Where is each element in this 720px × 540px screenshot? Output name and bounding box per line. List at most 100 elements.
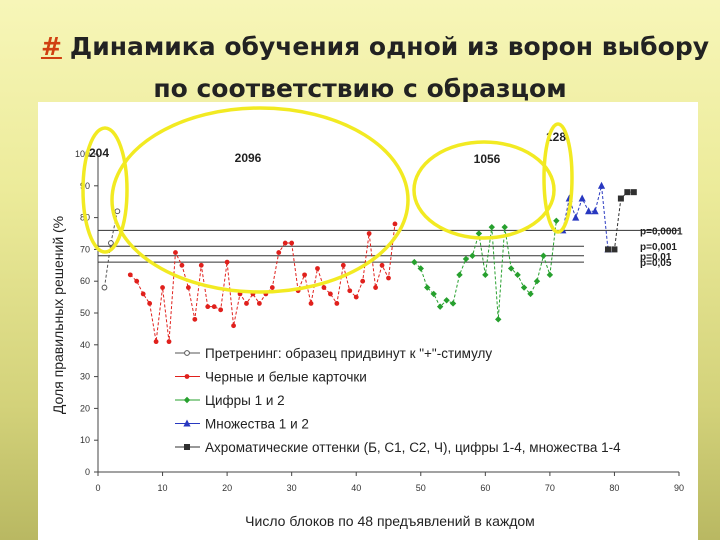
data-point [591, 207, 599, 215]
data-point [205, 304, 211, 310]
data-point [449, 300, 457, 307]
data-point [443, 297, 450, 304]
x-tick-label: 10 [158, 483, 168, 493]
data-point [134, 278, 140, 284]
data-point [101, 284, 108, 291]
data-point [289, 240, 295, 246]
data-point [147, 301, 153, 306]
legend-label: Ахроматические оттенки (Б, С1, С2, Ч), ц… [205, 440, 621, 455]
data-point [572, 213, 580, 221]
chart-title-line1: # Динамика обучения одной из ворон выбору [0, 30, 720, 64]
series [127, 221, 398, 345]
data-point [514, 271, 521, 279]
annotation-label: 1056 [474, 152, 501, 166]
data-point [533, 278, 541, 285]
highlight-ellipse [110, 106, 410, 294]
data-point [173, 250, 178, 255]
significance-label: p=0,01 [640, 252, 672, 263]
x-tick-label: 70 [545, 483, 555, 493]
title-hash-link[interactable]: # [40, 32, 62, 61]
data-point [469, 252, 476, 259]
legend-marker [183, 396, 191, 404]
data-point [488, 223, 495, 231]
data-point [269, 285, 275, 290]
data-point [321, 285, 327, 290]
y-tick-label: 70 [80, 244, 90, 254]
legend-marker [183, 419, 191, 427]
y-tick-label: 10 [80, 435, 90, 445]
significance-label: p=0,05 [640, 258, 672, 269]
chart-title-line2: по соответствию с образцом [153, 74, 567, 103]
data-point [540, 252, 547, 259]
data-point [340, 262, 346, 268]
data-point [360, 278, 366, 284]
legend-marker [184, 444, 190, 450]
data-point [462, 255, 470, 263]
x-tick-label: 50 [416, 483, 426, 493]
significance-label: p=0,0001 [640, 226, 683, 237]
y-tick-label: 100 [75, 149, 90, 159]
data-point [482, 271, 489, 279]
y-axis-label: Доля правильных решений (% [50, 216, 66, 414]
legend-label: Претренинг: образец придвинут к "+"-стим… [205, 346, 492, 361]
data-point [192, 316, 198, 322]
data-point [218, 307, 224, 313]
data-point [630, 189, 637, 196]
y-tick-label: 30 [80, 372, 90, 382]
data-point [166, 339, 172, 345]
data-point [501, 223, 508, 231]
x-tick-label: 40 [351, 483, 361, 493]
series-group [101, 181, 637, 345]
legend: Претренинг: образец придвинут к "+"-стим… [175, 346, 621, 455]
data-point [231, 323, 236, 329]
data-point [114, 208, 121, 215]
data-point [256, 301, 262, 306]
annotation-label: 2096 [235, 151, 262, 165]
significance-label: p=0,001 [640, 242, 677, 253]
y-tick-label: 60 [80, 276, 90, 286]
data-point [624, 189, 631, 196]
data-point [585, 207, 593, 215]
data-point [553, 217, 560, 224]
series [411, 217, 560, 323]
data-point [198, 262, 204, 268]
data-point [456, 271, 463, 279]
chart-panel [38, 102, 698, 540]
x-axis-label: Число блоков по 48 предъявлений в каждом [245, 513, 535, 529]
data-point [353, 294, 359, 300]
x-tick-label: 30 [287, 483, 297, 493]
series [604, 189, 637, 253]
data-point [244, 301, 249, 306]
data-point [308, 301, 314, 306]
legend-label: Множества 1 и 2 [205, 417, 309, 432]
data-point [334, 301, 340, 306]
data-point [617, 195, 624, 202]
data-point [507, 265, 515, 272]
highlight-ellipse [412, 140, 556, 240]
legend-marker [184, 350, 190, 356]
data-point [302, 272, 307, 278]
data-point [386, 275, 391, 281]
legend-marker [184, 374, 190, 379]
data-point [578, 194, 586, 202]
y-tick-label: 50 [80, 308, 90, 318]
data-point [211, 304, 217, 310]
data-point [315, 266, 320, 271]
data-point [282, 240, 288, 246]
data-point [127, 272, 133, 278]
data-point [424, 284, 431, 291]
highlight-ellipse [542, 122, 574, 234]
x-tick-label: 0 [95, 483, 100, 493]
data-point [185, 285, 191, 290]
data-point [276, 250, 282, 255]
data-point [108, 240, 114, 246]
data-point [379, 262, 385, 268]
data-point [179, 262, 185, 268]
data-point [140, 291, 146, 297]
data-point [520, 284, 528, 291]
x-tick-label: 60 [480, 483, 490, 493]
data-point [495, 316, 502, 323]
data-point [373, 285, 378, 290]
